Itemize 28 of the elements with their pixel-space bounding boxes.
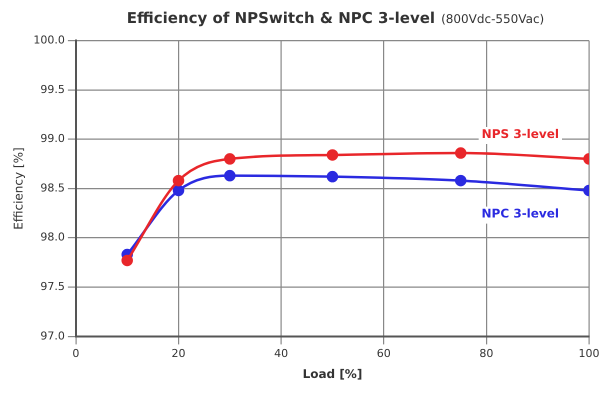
x-tick-label: 80	[479, 346, 494, 360]
y-tick-label: 97.5	[40, 280, 65, 293]
x-tick-label: 100	[578, 346, 600, 360]
point	[121, 254, 133, 266]
y-tick-label: 99.0	[40, 132, 65, 146]
y-tick-label: 100.0	[33, 33, 65, 46]
x-tick-label: 0	[72, 346, 80, 360]
y-tick-label: 98.5	[40, 181, 65, 194]
point	[172, 174, 184, 186]
series-label: NPC 3-level	[482, 206, 559, 221]
x-tick-label: 60	[376, 346, 391, 360]
y-tick-label: 97.0	[40, 329, 65, 342]
y-tick-label: 98.0	[40, 230, 65, 244]
y-axis-title: Efficiency [%]	[11, 147, 26, 230]
chart-subtitle: (800Vdc-550Vac)	[441, 12, 544, 26]
point	[454, 147, 466, 159]
chart-title: Efficiency of NPSwitch & NPC 3-level	[126, 9, 436, 27]
x-tick-label: 40	[274, 346, 288, 360]
y-tick-label: 99.5	[40, 82, 65, 96]
x-axis-title: Load [%]	[302, 366, 362, 381]
x-tick-label: 20	[172, 346, 186, 360]
point	[326, 149, 338, 161]
point	[224, 153, 236, 165]
point	[224, 170, 236, 182]
point	[326, 170, 338, 182]
point	[454, 174, 466, 186]
series-label: NPS 3-level	[482, 127, 559, 142]
point	[172, 184, 184, 196]
